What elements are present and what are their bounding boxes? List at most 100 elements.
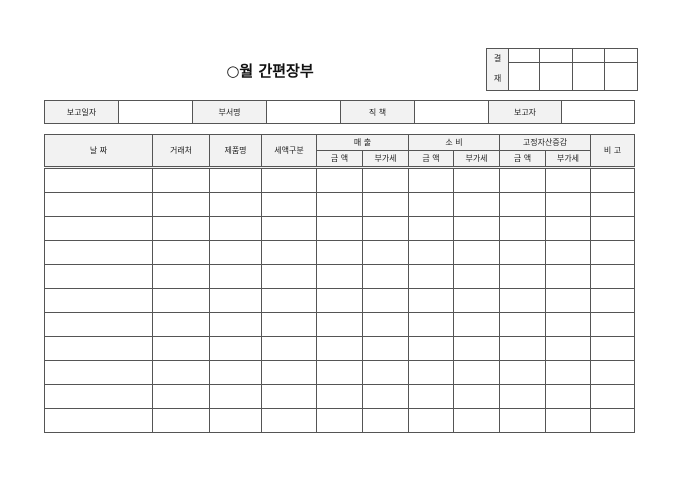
table-cell[interactable]: [453, 360, 500, 385]
approval-sign-cell[interactable]: [508, 62, 540, 91]
table-cell[interactable]: [44, 166, 153, 193]
table-cell[interactable]: [590, 216, 635, 241]
table-cell[interactable]: [316, 166, 363, 193]
table-cell[interactable]: [453, 312, 500, 337]
table-cell[interactable]: [408, 216, 454, 241]
table-cell[interactable]: [408, 360, 454, 385]
table-cell[interactable]: [316, 312, 363, 337]
table-cell[interactable]: [44, 216, 153, 241]
table-cell[interactable]: [316, 216, 363, 241]
table-cell[interactable]: [209, 166, 262, 193]
table-cell[interactable]: [545, 166, 591, 193]
table-cell[interactable]: [362, 312, 409, 337]
table-cell[interactable]: [453, 408, 500, 433]
table-cell[interactable]: [545, 288, 591, 313]
table-cell[interactable]: [408, 166, 454, 193]
approval-title-cell[interactable]: [508, 47, 540, 64]
table-cell[interactable]: [408, 192, 454, 217]
table-cell[interactable]: [261, 408, 317, 433]
table-cell[interactable]: [590, 166, 635, 193]
table-cell[interactable]: [316, 360, 363, 385]
table-cell[interactable]: [453, 216, 500, 241]
table-cell[interactable]: [261, 166, 317, 193]
table-cell[interactable]: [44, 240, 153, 265]
table-cell[interactable]: [362, 408, 409, 433]
table-cell[interactable]: [362, 384, 409, 409]
table-cell[interactable]: [152, 312, 210, 337]
table-cell[interactable]: [408, 312, 454, 337]
table-cell[interactable]: [590, 408, 635, 433]
table-cell[interactable]: [316, 288, 363, 313]
table-cell[interactable]: [316, 264, 363, 289]
table-cell[interactable]: [545, 336, 591, 361]
table-cell[interactable]: [152, 360, 210, 385]
table-cell[interactable]: [499, 264, 546, 289]
table-cell[interactable]: [209, 288, 262, 313]
table-cell[interactable]: [408, 240, 454, 265]
table-cell[interactable]: [152, 264, 210, 289]
table-cell[interactable]: [152, 336, 210, 361]
table-cell[interactable]: [261, 384, 317, 409]
position-field[interactable]: [414, 100, 489, 124]
table-cell[interactable]: [44, 264, 153, 289]
table-cell[interactable]: [499, 192, 546, 217]
table-cell[interactable]: [362, 360, 409, 385]
table-cell[interactable]: [408, 264, 454, 289]
table-cell[interactable]: [152, 408, 210, 433]
table-cell[interactable]: [408, 384, 454, 409]
table-cell[interactable]: [545, 360, 591, 385]
table-cell[interactable]: [316, 408, 363, 433]
table-cell[interactable]: [316, 192, 363, 217]
table-cell[interactable]: [261, 192, 317, 217]
approval-title-cell[interactable]: [604, 47, 638, 64]
table-cell[interactable]: [499, 312, 546, 337]
table-cell[interactable]: [44, 384, 153, 409]
table-cell[interactable]: [152, 288, 210, 313]
table-cell[interactable]: [209, 408, 262, 433]
table-cell[interactable]: [261, 216, 317, 241]
table-cell[interactable]: [590, 192, 635, 217]
table-cell[interactable]: [453, 264, 500, 289]
table-cell[interactable]: [362, 192, 409, 217]
table-cell[interactable]: [545, 312, 591, 337]
reporter-field[interactable]: [561, 100, 635, 124]
table-cell[interactable]: [362, 264, 409, 289]
table-cell[interactable]: [590, 336, 635, 361]
table-cell[interactable]: [453, 240, 500, 265]
table-cell[interactable]: [209, 336, 262, 361]
table-cell[interactable]: [499, 336, 546, 361]
table-cell[interactable]: [261, 240, 317, 265]
table-cell[interactable]: [316, 240, 363, 265]
table-cell[interactable]: [209, 192, 262, 217]
table-cell[interactable]: [499, 288, 546, 313]
table-cell[interactable]: [152, 216, 210, 241]
table-cell[interactable]: [590, 240, 635, 265]
table-cell[interactable]: [453, 384, 500, 409]
approval-sign-cell[interactable]: [572, 62, 605, 91]
table-cell[interactable]: [209, 312, 262, 337]
report-date-field[interactable]: [118, 100, 193, 124]
table-cell[interactable]: [545, 384, 591, 409]
table-cell[interactable]: [44, 336, 153, 361]
table-cell[interactable]: [590, 312, 635, 337]
table-cell[interactable]: [261, 264, 317, 289]
table-cell[interactable]: [209, 240, 262, 265]
approval-title-cell[interactable]: [572, 47, 605, 64]
table-cell[interactable]: [209, 384, 262, 409]
table-cell[interactable]: [316, 336, 363, 361]
table-cell[interactable]: [44, 192, 153, 217]
table-cell[interactable]: [545, 216, 591, 241]
table-cell[interactable]: [408, 336, 454, 361]
table-cell[interactable]: [499, 240, 546, 265]
table-cell[interactable]: [499, 216, 546, 241]
department-field[interactable]: [266, 100, 341, 124]
table-cell[interactable]: [545, 192, 591, 217]
table-cell[interactable]: [44, 312, 153, 337]
table-cell[interactable]: [209, 360, 262, 385]
table-cell[interactable]: [261, 312, 317, 337]
table-cell[interactable]: [362, 216, 409, 241]
table-cell[interactable]: [408, 288, 454, 313]
table-cell[interactable]: [362, 166, 409, 193]
approval-sign-cell[interactable]: [539, 62, 573, 91]
table-cell[interactable]: [590, 264, 635, 289]
